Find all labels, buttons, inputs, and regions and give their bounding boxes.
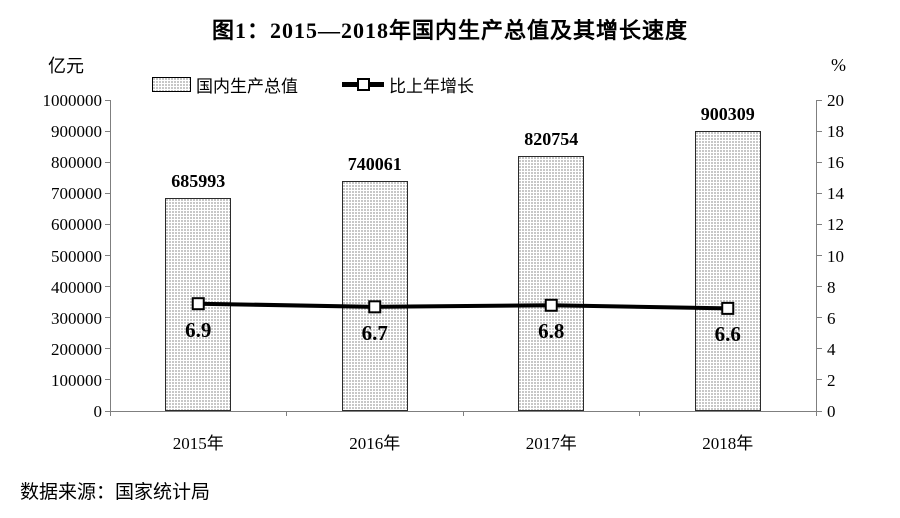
right-axis-tick: [817, 255, 822, 256]
growth-line-marker: [191, 297, 205, 311]
left-axis-tick-label: 900000: [51, 122, 102, 142]
right-axis-line: [816, 100, 817, 411]
legend-label-growth: 比上年增长: [389, 77, 474, 96]
x-axis-category-label: 2017年: [525, 434, 577, 453]
plot-area: 0 100000 200000 300000 400000 500000 600000 700…: [43, 92, 845, 453]
x-axis-category-label: 2016年: [349, 434, 401, 453]
x-axis-tick: [109, 412, 111, 416]
right-axis-tick-label: 8: [827, 277, 836, 297]
right-axis-tick: [817, 379, 822, 381]
left-axis-tick: [105, 379, 110, 381]
gdp-bar: [341, 180, 408, 411]
right-axis-tick: [817, 286, 822, 288]
left-axis-tick-label: 500000: [51, 246, 102, 266]
right-axis-tick: [817, 161, 822, 163]
line-marker-icon: [357, 78, 370, 91]
gdp-bar-swatch-icon: [152, 77, 191, 92]
growth-value-label: 6.9: [185, 317, 212, 342]
left-axis-tick-label: 200000: [51, 339, 102, 359]
left-axis-tick-label: 0: [93, 402, 103, 421]
left-axis-tick: [105, 223, 110, 225]
x-axis-tick: [639, 412, 640, 416]
x-axis-tick: [462, 412, 464, 416]
right-axis-tick-label: 10: [827, 246, 844, 266]
gdp-bar-value-label: 900309: [700, 104, 755, 124]
growth-line-marker: [544, 298, 558, 312]
chart-title: 图1：2015—2018年国内生产总值及其增长速度: [211, 18, 688, 43]
growth-line-layer: [191, 297, 735, 315]
growth-value-label: 6.7: [361, 320, 388, 345]
legend-label-gdp: 国内生产总值: [196, 77, 298, 96]
right-axis-tick-label: 14: [827, 184, 844, 204]
right-axis-tick-label: 18: [827, 122, 844, 142]
left-axis-tick: [105, 317, 110, 319]
gdp-bar-value-label: 685993: [171, 170, 226, 191]
right-axis-tick-label: 0: [827, 402, 836, 421]
x-axis-category-label: 2018年: [702, 434, 754, 453]
right-axis-tick: [817, 223, 822, 225]
x-axis-tick: [815, 412, 817, 416]
left-axis-tick-label: 800000: [51, 153, 102, 173]
left-axis-tick-label: 700000: [51, 184, 102, 204]
right-axis-tick-label: 12: [827, 215, 844, 235]
left-axis-tick: [105, 99, 110, 101]
x-axis-tick: [286, 412, 287, 416]
left-axis-tick-label: 400000: [51, 277, 102, 297]
left-axis-tick: [105, 161, 110, 163]
right-axis-tick-label: 2: [827, 370, 836, 390]
x-axis-category-label: 2015年: [172, 434, 224, 453]
growth-line-swatch-icon: [342, 78, 384, 91]
right-axis-tick: [817, 99, 822, 101]
left-axis-tick: [105, 130, 110, 132]
right-axis-tick-label: 6: [827, 308, 836, 328]
right-axis-tick: [817, 410, 822, 412]
growth-value-label: 6.6: [714, 322, 741, 347]
left-axis-tick-label: 300000: [51, 308, 102, 328]
growth-value-label: 6.8: [538, 319, 565, 344]
right-axis-tick-label: 16: [827, 153, 844, 173]
right-axis-tick-label: 20: [827, 91, 844, 110]
left-axis-tick-label: 1000000: [42, 91, 103, 110]
left-axis-tick-label: 100000: [51, 370, 102, 390]
left-axis-tick: [105, 255, 110, 256]
legend-item-gdp: 国内生产总值: [152, 72, 298, 97]
x-axis-line: [106, 411, 821, 412]
left-axis-tick: [105, 348, 110, 350]
right-axis-tick-label: 4: [827, 339, 836, 359]
gdp-bar: [694, 131, 761, 411]
right-axis-tick: [817, 348, 822, 350]
left-axis-tick: [105, 286, 110, 288]
left-axis-tick: [105, 192, 110, 194]
growth-line: [198, 301, 728, 311]
right-axis-unit-label: %: [831, 55, 846, 75]
growth-line-marker: [368, 300, 382, 314]
data-source: 数据来源：国家统计局: [20, 482, 211, 503]
right-axis-tick: [817, 317, 822, 319]
right-axis-tick: [817, 130, 822, 132]
gdp-bar-value-label: 820754: [524, 128, 579, 149]
left-axis-tick: [105, 410, 110, 412]
left-axis-unit-label: 亿元: [48, 56, 84, 76]
growth-line-marker: [721, 301, 735, 315]
gdp-bar: [518, 155, 585, 411]
left-axis-tick-label: 600000: [51, 215, 102, 235]
legend: 国内生产总值 比上年增长: [152, 72, 474, 97]
gdp-bar-value-label: 740061: [347, 153, 402, 174]
right-axis-tick: [817, 192, 822, 194]
left-axis-line: [110, 100, 111, 411]
legend-item-growth: 比上年增长: [342, 72, 474, 97]
